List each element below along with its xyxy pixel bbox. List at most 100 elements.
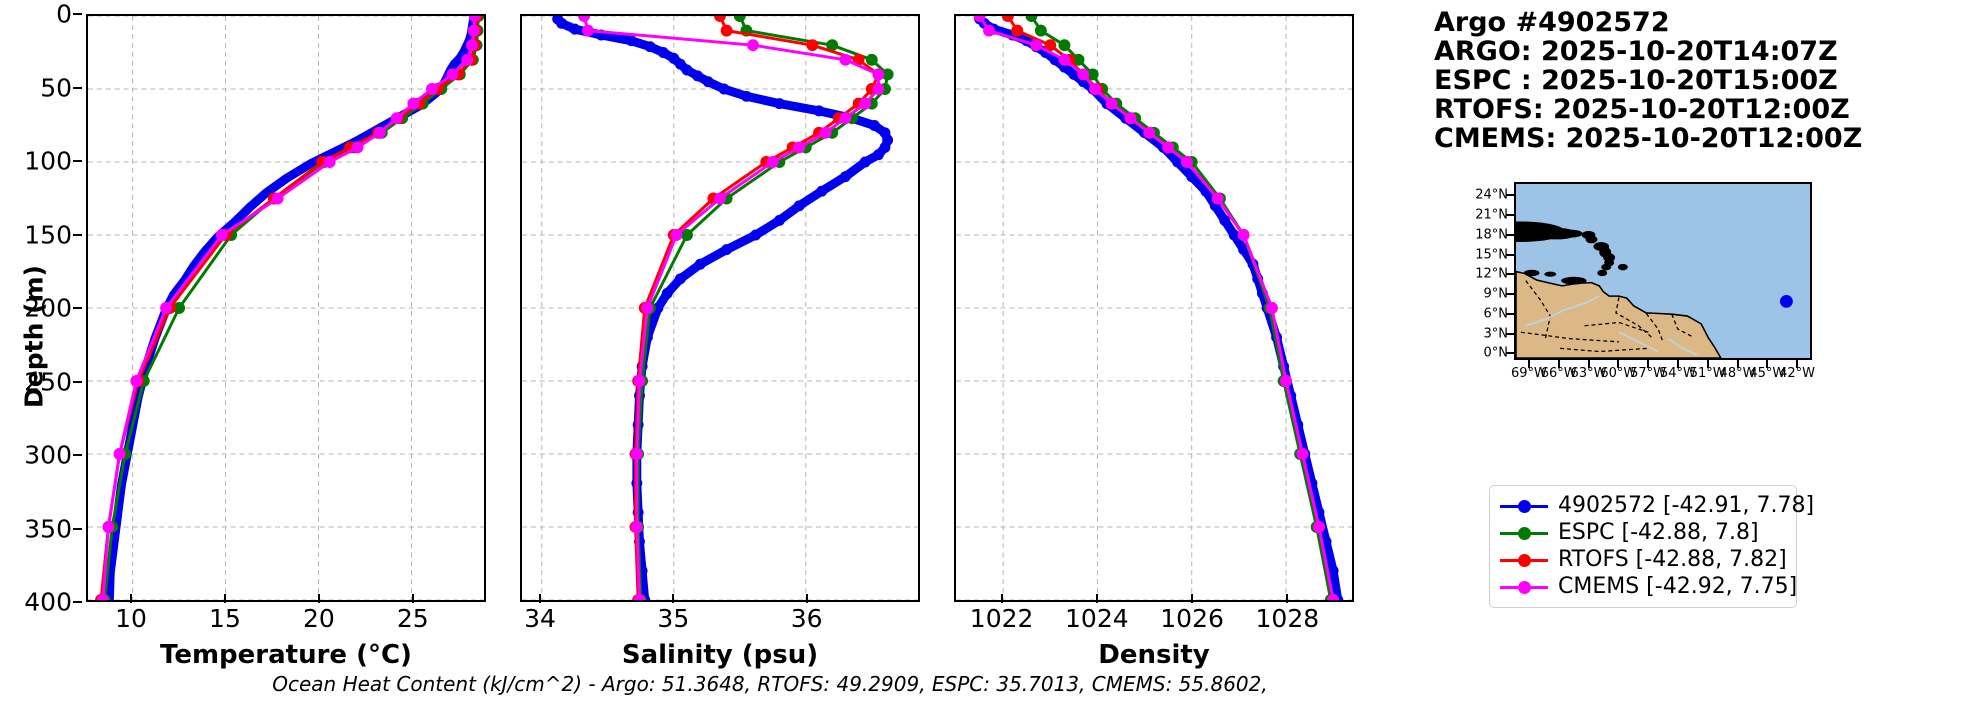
river: [1525, 295, 1600, 327]
series-marker-ESPC: [1025, 16, 1038, 22]
river: [1618, 331, 1659, 353]
country-border: [1560, 347, 1649, 353]
map-lon-label: 45°W: [1749, 366, 1786, 381]
series-marker-CMEMS: [1058, 53, 1071, 66]
series-marker-CMEMS: [467, 24, 480, 37]
map-lon-tick: [1796, 360, 1799, 368]
series-marker-4902572: [721, 244, 733, 256]
series-marker-4902572: [556, 17, 568, 29]
map-lon-label: 57°W: [1630, 366, 1667, 381]
legend-item-rtofs[interactable]: RTOFS [-42.88, 7.82]: [1498, 546, 1788, 573]
series-marker-4902572: [813, 105, 825, 117]
depth-tick-mark: [73, 307, 82, 309]
argo-float-marker[interactable]: [1780, 295, 1793, 308]
map-lon-label: 60°W: [1600, 366, 1637, 381]
series-marker-4902572: [1327, 565, 1339, 577]
x-tick-label: 34: [524, 604, 556, 633]
series-marker-RTOFS: [1001, 16, 1014, 22]
map-lat-label: 12°N: [1475, 266, 1508, 282]
map-lat-label: 15°N: [1475, 247, 1508, 263]
series-marker-CMEMS: [323, 156, 336, 168]
series-marker-CMEMS: [872, 83, 885, 95]
info-line-title: Argo #4902572: [1434, 7, 1670, 38]
series-marker-4902572: [740, 90, 752, 102]
series-marker-CMEMS: [1162, 141, 1175, 154]
series-marker-CMEMS: [839, 112, 852, 125]
island: [1617, 263, 1628, 271]
series-marker-4902572: [694, 258, 706, 270]
map-lat-tick: [1506, 293, 1514, 296]
x-tick-mark: [1191, 594, 1194, 603]
series-marker-CMEMS: [1181, 156, 1193, 168]
location-map: 0°N 3°N 6°N 9°N 12°N 15°N 18°N 21°N 24°N 69°W 66°W…: [1440, 182, 1820, 382]
map-lon-label: 66°W: [1540, 366, 1577, 381]
series-marker-4902572: [816, 185, 828, 197]
series-marker-4902572: [793, 200, 805, 212]
series-line-4902572: [975, 16, 1343, 600]
legend-item-argo[interactable]: 4902572 [-42.91, 7.78]: [1498, 492, 1814, 519]
x-tick-label: 1024: [1065, 604, 1129, 633]
series-marker-CMEMS: [630, 448, 643, 460]
x-tick-mark: [1095, 594, 1098, 603]
series-marker-4902572: [1068, 68, 1080, 80]
x-tick-mark: [317, 594, 320, 603]
country-border: [1615, 297, 1654, 340]
temperature-plot: [88, 16, 484, 600]
x-tick-mark: [130, 594, 133, 603]
series-marker-4902572: [702, 76, 714, 88]
series-marker-ESPC: [681, 229, 693, 241]
series-marker-4902572: [718, 83, 730, 95]
series-marker-ESPC: [1034, 24, 1047, 37]
map-plot-area: [1514, 182, 1812, 360]
series-marker-CMEMS: [102, 521, 115, 533]
x-tick-mark: [411, 594, 414, 603]
series-marker-ESPC: [1086, 68, 1099, 81]
series-marker-CMEMS: [1296, 448, 1309, 460]
x-tick-label: 36: [790, 604, 823, 633]
info-line-rtofs-time: RTOFS: 2025-10-20T12:00Z: [1434, 94, 1850, 125]
series-marker-4902572: [773, 214, 785, 226]
series-marker-4902572: [674, 273, 686, 285]
series-marker-4902572: [750, 229, 762, 241]
depth-tick-label: 150: [24, 220, 72, 249]
depth-tick-label: 350: [24, 514, 72, 543]
map-lon-label: 42°W: [1779, 366, 1816, 381]
legend-item-cmems[interactable]: CMEMS [-42.92, 7.75]: [1498, 573, 1797, 600]
series-marker-RTOFS: [720, 24, 733, 37]
series-marker-CMEMS: [215, 229, 228, 241]
depth-tick-mark: [73, 86, 82, 89]
depth-tick-label: 250: [24, 367, 72, 396]
map-lat-tick: [1506, 253, 1514, 256]
series-legend: 4902572 [-42.91, 7.78] ESPC [-42.88, 7.8…: [1489, 485, 1814, 608]
series-marker-CMEMS: [468, 16, 481, 22]
salinity-panel: [520, 14, 920, 602]
series-marker-RTOFS: [1011, 24, 1024, 37]
map-lon-label: 63°W: [1570, 366, 1607, 381]
series-marker-4902572: [692, 70, 704, 82]
map-lat-tick: [1506, 312, 1514, 315]
country-border: [1520, 331, 1619, 343]
legend-item-espc[interactable]: ESPC [-42.88, 7.8]: [1498, 519, 1788, 546]
series-marker-CMEMS: [1327, 594, 1340, 600]
legend-label-argo: 4902572 [-42.91, 7.78]: [1558, 493, 1815, 518]
depth-tick-label: 0: [56, 0, 72, 29]
x-tick-mark: [672, 594, 675, 603]
series-marker-ESPC: [865, 53, 878, 66]
map-lat-tick: [1506, 213, 1514, 216]
series-marker-4902572: [1186, 171, 1198, 183]
series-marker-CMEMS: [1265, 302, 1278, 314]
depth-tick-label: 400: [24, 587, 72, 617]
series-marker-CMEMS: [670, 229, 683, 241]
series-marker-CMEMS: [160, 302, 173, 314]
series-marker-4902572: [879, 141, 891, 153]
x-tick-label: 20: [302, 604, 335, 633]
series-marker-CMEMS: [793, 141, 806, 154]
island: [1561, 276, 1587, 285]
legend-marker-cmems: [1498, 577, 1550, 597]
x-tick-label: 10: [115, 604, 147, 633]
map-lon-tick: [1736, 360, 1739, 368]
series-marker-CMEMS: [1143, 126, 1156, 139]
density-xaxis: 1022 1024 1026 1028: [954, 594, 1354, 638]
series-marker-CMEMS: [859, 97, 872, 110]
series-marker-ESPC: [173, 302, 186, 314]
